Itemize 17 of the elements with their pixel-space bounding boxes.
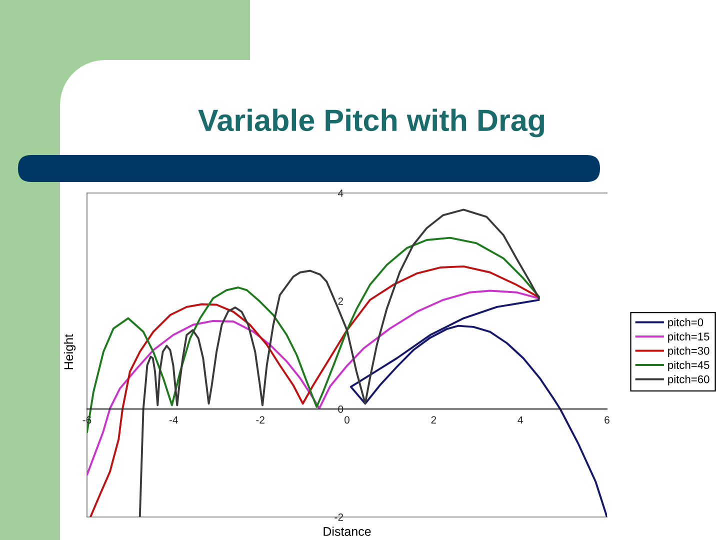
chart-title: Variable Pitch with Drag — [198, 108, 544, 138]
legend-label: pitch=0 — [668, 318, 704, 328]
y-tick-label: 2 — [338, 298, 344, 305]
legend-label: pitch=15 — [668, 332, 710, 343]
x-tick-label: 6 — [604, 416, 610, 424]
legend-label: pitch=60 — [668, 375, 710, 386]
x-axis-title: Distance — [324, 526, 371, 536]
y-axis-title: Height — [64, 334, 76, 370]
x-tick-label: 4 — [518, 416, 523, 424]
legend-label: pitch=30 — [668, 346, 710, 357]
y-tick-label: 4 — [338, 190, 344, 197]
x-tick-label: -2 — [256, 416, 264, 424]
legend-label: pitch=45 — [668, 360, 710, 372]
x-tick-label: 0 — [344, 416, 350, 424]
y-tick-label: -2 — [334, 514, 344, 521]
x-tick-label: 2 — [431, 416, 436, 424]
x-tick-label: -4 — [170, 416, 178, 424]
